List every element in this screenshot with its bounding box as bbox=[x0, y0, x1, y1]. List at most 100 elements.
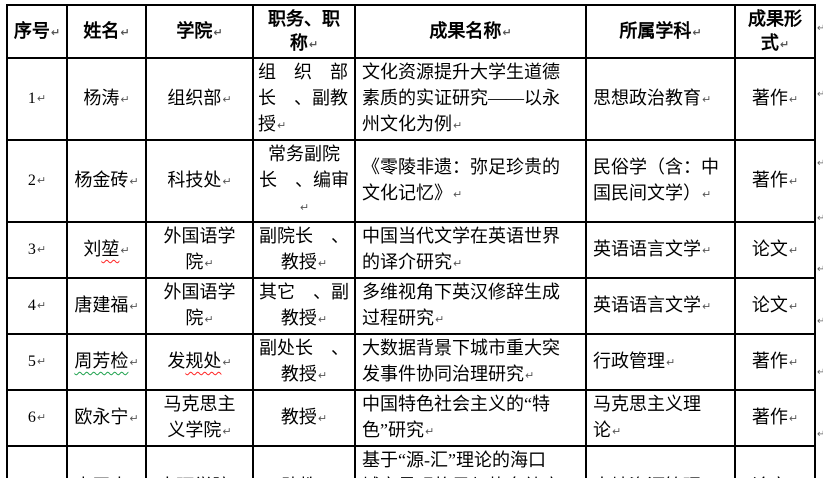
cell-serial: 7↵ bbox=[6, 445, 68, 478]
cell-work: 文化资源提升大学生道德 素质的实证研究——以永 州文化为例↵ bbox=[354, 57, 587, 141]
cell-serial: 1↵ bbox=[6, 57, 68, 141]
position-title: 常务副院 长 、编审 bbox=[259, 144, 349, 190]
cell-college: 外国语学 院↵ bbox=[145, 221, 254, 279]
cell-subject: 行政管理↵ bbox=[585, 333, 736, 391]
form-type: 论文 bbox=[751, 295, 788, 315]
spellcheck-marked-text: 土环学院 bbox=[158, 476, 230, 478]
paragraph-mark-icon: ↵ bbox=[317, 257, 328, 270]
work-title: 文化资源提升大学生道德 素质的实证研究——以永 州文化为例 bbox=[362, 62, 560, 134]
serial-number: 5 bbox=[27, 353, 36, 370]
cell-serial: 4↵ bbox=[6, 277, 68, 335]
person-name: 杨涛 bbox=[83, 88, 120, 108]
cell-subject: 思想政治教育↵ bbox=[585, 57, 736, 141]
paragraph-mark-icon: ↵ bbox=[453, 119, 463, 132]
header-row: 序号↵ 姓名↵ 学院↵ 职务、职 称↵ 成果名称↵ 所属学科↵ 成果形 式↵ bbox=[6, 4, 816, 59]
position-title: 教授 bbox=[280, 407, 317, 427]
subject-name: 马克思主义理 论 bbox=[593, 394, 701, 440]
header-college: 学院↵ bbox=[145, 4, 254, 59]
paragraph-mark-icon: ↵ bbox=[222, 356, 232, 369]
cell-work: 中国当代文学在英语世界 的译介研究↵ bbox=[354, 221, 587, 279]
table-row: 2↵ 杨金砖↵ 科技处↵ 常务副院 长 、编审↵ 《零陵非遗：弥足珍贵的 文化记… bbox=[6, 139, 816, 223]
paragraph-mark-icon: ↵ bbox=[788, 412, 799, 425]
cell-title: 助教↵ bbox=[252, 445, 356, 478]
cell-work: 大数据背景下城市重大突 发事件协同治理研究↵ bbox=[354, 333, 587, 391]
paragraph-mark-icon: ↵ bbox=[120, 244, 130, 257]
subject-name: 思想政治教育 bbox=[593, 88, 701, 108]
paragraph-mark-icon: ↵ bbox=[317, 369, 328, 382]
paragraph-mark-icon: ↵ bbox=[36, 92, 47, 105]
cell-college: 发规处↵ bbox=[145, 333, 254, 391]
cell-name: 杨金砖↵ bbox=[66, 139, 147, 223]
cell-college: 马克思主 义学院↵ bbox=[145, 389, 254, 447]
header-work: 成果名称↵ bbox=[354, 4, 587, 59]
cell-name: 周芳检↵ bbox=[66, 333, 147, 391]
paragraph-mark-icon: ↵ bbox=[525, 369, 535, 382]
form-type: 著作 bbox=[751, 170, 788, 190]
row-end-mark-icon: ↵ bbox=[817, 367, 823, 378]
paragraph-mark-icon: ↵ bbox=[425, 425, 435, 438]
paragraph-mark-icon: ↵ bbox=[129, 175, 139, 188]
work-title: 《零陵非遗：弥足珍贵的 文化记忆》 bbox=[362, 157, 560, 203]
spellcheck-marked-text: 规处 bbox=[185, 351, 222, 371]
cell-subject: 英语语言文学↵ bbox=[585, 277, 736, 335]
cell-title: 副院长 、 教授↵ bbox=[252, 221, 356, 279]
position-title: 助教 bbox=[281, 476, 317, 478]
college-name: 外国语学 院 bbox=[163, 282, 236, 328]
row-end-mark-icon: ↵ bbox=[817, 264, 823, 275]
cell-subject: 民俗学（含：中 国民间文学）↵ bbox=[585, 139, 736, 223]
college-name: 科技处 bbox=[167, 170, 222, 190]
table-row: 5↵ 周芳检↵ 发规处↵ 副处长 、 教授↵ 大数据背景下城市重大突 发事件协同… bbox=[6, 333, 816, 391]
header-label: 序号 bbox=[13, 20, 50, 41]
college-name: 组织部 bbox=[167, 88, 222, 108]
form-type: 论文 bbox=[752, 476, 788, 478]
paragraph-mark-icon: ↵ bbox=[702, 188, 712, 201]
form-type: 著作 bbox=[751, 407, 788, 427]
row-end-mark-icon: ↵ bbox=[817, 158, 823, 169]
paragraph-mark-icon: ↵ bbox=[788, 356, 799, 369]
cell-subject: 英语语言文学↵ bbox=[585, 221, 736, 279]
paragraph-mark-icon: ↵ bbox=[779, 37, 790, 51]
form-type: 著作 bbox=[751, 88, 788, 108]
paragraph-mark-icon: ↵ bbox=[435, 313, 445, 326]
cell-name: 李玉杰↵ bbox=[66, 445, 147, 478]
cell-name: 唐建福↵ bbox=[66, 277, 147, 335]
paragraph-mark-icon: ↵ bbox=[129, 356, 139, 369]
paragraph-mark-icon: ↵ bbox=[277, 119, 287, 132]
subject-name: 英语语言文学 bbox=[593, 295, 701, 315]
cell-work: 《零陵非遗：弥足珍贵的 文化记忆》↵ bbox=[354, 139, 587, 223]
row-end-mark-icon: ↵ bbox=[817, 23, 823, 34]
paragraph-mark-icon: ↵ bbox=[702, 300, 712, 313]
cell-title: 组 织 部 长 、副教 授↵ bbox=[252, 57, 356, 141]
person-name: 刘 bbox=[83, 239, 102, 259]
cell-form: 著作↵ bbox=[734, 389, 816, 447]
cell-college: 土环学院↵ bbox=[145, 445, 254, 478]
paragraph-mark-icon: ↵ bbox=[788, 175, 799, 188]
spellcheck-marked-text: 周芳检 bbox=[74, 351, 129, 371]
paragraph-mark-icon: ↵ bbox=[204, 313, 214, 326]
paragraph-mark-icon: ↵ bbox=[666, 356, 676, 369]
cell-form: 论文↵ bbox=[734, 221, 816, 279]
cell-title: 副处长 、 教授↵ bbox=[252, 333, 356, 391]
paragraph-mark-icon: ↵ bbox=[788, 93, 799, 106]
cell-form: 论文↵ bbox=[734, 445, 816, 478]
cell-form: 著作↵ bbox=[734, 139, 816, 223]
position-title: 副处长 、 教授 bbox=[259, 338, 349, 384]
header-label: 职务、职 称 bbox=[268, 8, 340, 53]
paragraph-mark-icon: ↵ bbox=[788, 300, 799, 313]
cell-subject: 马克思主义理 论↵ bbox=[585, 389, 736, 447]
paragraph-mark-icon: ↵ bbox=[36, 243, 47, 256]
header-serial: 序号↵ bbox=[6, 4, 68, 59]
cell-work: 中国特色社会主义的“特 色”研究↵ bbox=[354, 389, 587, 447]
form-type: 论文 bbox=[751, 239, 788, 259]
form-type: 著作 bbox=[751, 351, 788, 371]
position-title: 副院长 、 教授 bbox=[259, 226, 349, 272]
header-title: 职务、职 称↵ bbox=[252, 4, 356, 59]
paragraph-mark-icon: ↵ bbox=[36, 355, 47, 368]
header-label: 所属学科 bbox=[619, 20, 692, 41]
person-name: 杨金砖 bbox=[74, 170, 129, 190]
serial-number: 4 bbox=[27, 297, 36, 314]
paragraph-mark-icon: ↵ bbox=[317, 412, 328, 425]
paragraph-mark-icon: ↵ bbox=[36, 411, 47, 424]
achievements-table: 序号↵ 姓名↵ 学院↵ 职务、职 称↵ 成果名称↵ 所属学科↵ 成果形 式↵ 1… bbox=[6, 4, 816, 478]
paragraph-mark-icon: ↵ bbox=[453, 257, 463, 270]
